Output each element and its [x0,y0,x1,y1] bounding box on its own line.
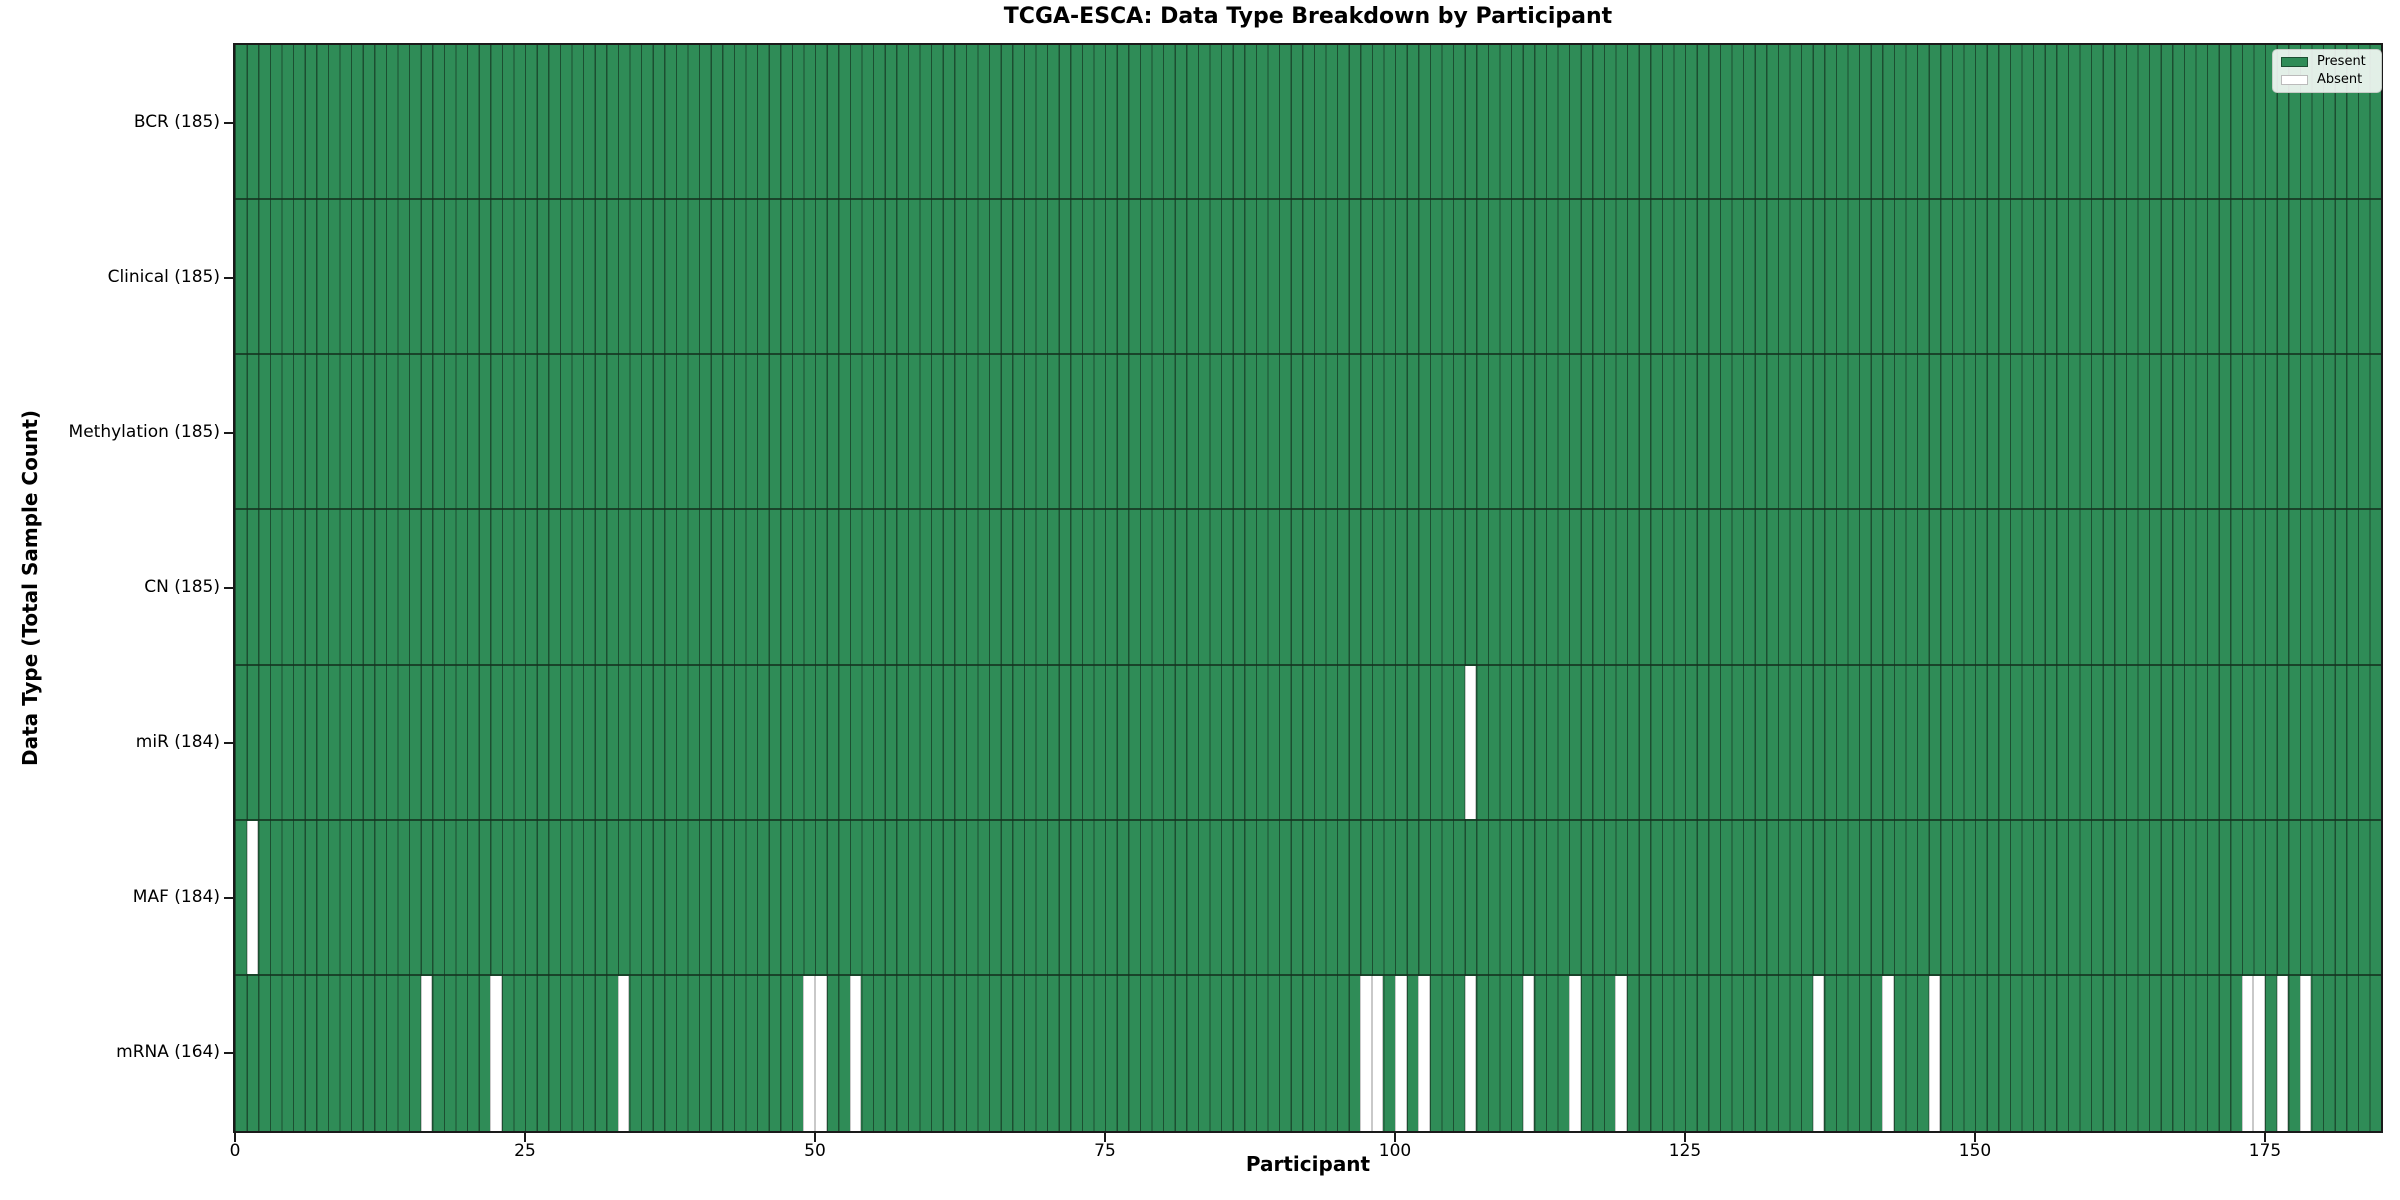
plot-area [233,43,2383,1133]
absent-bar [1464,975,1477,1131]
legend-swatch-absent-icon [2281,75,2308,85]
x-tick-label: 100 [1378,1141,1412,1161]
x-tick-mark [1394,1133,1396,1142]
chart-title: TCGA-ESCA: Data Type Breakdown by Partic… [1003,4,1613,29]
absent-bar [1615,975,1627,1131]
x-axis-label: Participant [1245,1152,1371,1176]
legend: Present Absent [2272,49,2382,93]
x-tick-label: 125 [1668,1141,1702,1161]
x-tick-label: 75 [1094,1141,1116,1161]
row-band-maf [235,820,2381,976]
y-tick-mark [224,587,233,589]
y-tick-label-clinical: Clinical (185) [107,266,220,287]
y-tick-mark [224,742,233,745]
x-tick-label: 150 [1958,1141,1992,1161]
absent-bar [2241,975,2254,1131]
y-tick-label-maf: MAF (184) [132,887,220,908]
absent-bar [1882,975,1894,1131]
absent-bar [1928,975,1941,1131]
absent-bar [815,975,827,1131]
absent-bar [1395,975,1407,1131]
x-tick-mark [2264,1133,2266,1142]
x-tick-mark [1104,1133,1106,1142]
absent-bar [1418,975,1430,1131]
absent-bar [849,975,862,1131]
absent-bar [1812,975,1825,1131]
x-tick-mark [524,1133,526,1142]
x-tick-mark [234,1133,236,1142]
y-tick-mark [224,1052,233,1055]
absent-bar [2299,975,2312,1131]
y-tick-label-mir: miR (184) [135,732,220,753]
legend-label-present: Present [2317,54,2366,69]
y-tick-mark [224,431,233,434]
legend-item-absent: Absent [2281,73,2371,87]
absent-bar [1464,665,1477,819]
absent-bar [2276,975,2289,1131]
row-band-mir [235,665,2381,821]
absent-bar [2253,975,2265,1131]
absent-bar [1371,975,1384,1131]
absent-bar [803,975,815,1131]
absent-bar [1569,975,1581,1131]
absent-bar [617,975,630,1131]
y-tick-mark [224,276,233,279]
x-tick-label: 50 [804,1141,826,1161]
absent-bar [1522,975,1535,1131]
x-tick-label: 25 [514,1141,536,1161]
row-band-clinical [235,200,2381,356]
y-tick-label-cn: CN (185) [144,577,220,597]
y-tick-mark [224,121,233,124]
legend-swatch-present-icon [2281,57,2308,67]
absent-bar [490,975,502,1131]
row-band-mrna [235,975,2381,1131]
absent-bar [246,820,259,974]
y-tick-label-bcr: BCR (185) [133,111,220,132]
x-tick-label: 175 [2248,1141,2282,1161]
x-tick-mark [1684,1133,1686,1142]
x-tick-mark [1974,1133,1976,1142]
x-tick-label: 0 [229,1141,241,1161]
absent-bar [1360,975,1372,1131]
legend-item-present: Present [2281,55,2371,69]
row-band-bcr [235,45,2381,201]
legend-label-absent: Absent [2317,72,2363,87]
y-tick-label-mrna: mRNA (164) [116,1042,220,1063]
y-tick-mark [224,897,233,900]
row-band-methylation [235,355,2381,511]
absent-bar [420,975,433,1131]
x-tick-mark [814,1133,816,1142]
y-tick-label-methylation: Methylation (185) [68,421,220,442]
row-band-cn [235,510,2381,666]
